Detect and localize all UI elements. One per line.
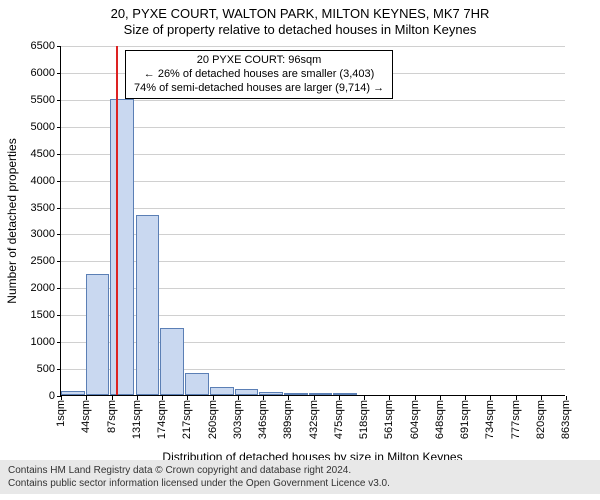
xtick-label: 217sqm xyxy=(181,400,193,439)
ytick-mark xyxy=(57,342,61,343)
ytick-label: 2500 xyxy=(31,255,55,267)
xtick-label: 648sqm xyxy=(434,400,446,439)
gridline xyxy=(61,127,565,128)
gridline xyxy=(61,181,565,182)
xtick-label: 518sqm xyxy=(358,400,370,439)
histogram-bar xyxy=(110,99,134,395)
ytick-label: 500 xyxy=(37,363,55,375)
ytick-label: 1500 xyxy=(31,309,55,321)
ytick-mark xyxy=(57,46,61,47)
histogram-bar xyxy=(210,387,234,395)
gridline xyxy=(61,100,565,101)
xtick-label: 691sqm xyxy=(459,400,471,439)
xtick-label: 346sqm xyxy=(257,400,269,439)
ytick-mark xyxy=(57,154,61,155)
ytick-label: 3500 xyxy=(31,202,55,214)
ytick-mark xyxy=(57,315,61,316)
histogram-bar xyxy=(185,373,209,395)
footer-attribution: Contains HM Land Registry data © Crown c… xyxy=(0,460,600,494)
ytick-mark xyxy=(57,100,61,101)
plot-area: 0500100015002000250030003500400045005000… xyxy=(60,46,565,396)
histogram-bar xyxy=(136,215,160,395)
ytick-mark xyxy=(57,181,61,182)
xtick-label: 1sqm xyxy=(55,400,67,427)
ytick-mark xyxy=(57,208,61,209)
ytick-label: 6000 xyxy=(31,67,55,79)
ytick-mark xyxy=(57,369,61,370)
xtick-label: 475sqm xyxy=(333,400,345,439)
xtick-label: 863sqm xyxy=(560,400,572,439)
ytick-label: 2000 xyxy=(31,282,55,294)
gridline xyxy=(61,208,565,209)
ytick-label: 5000 xyxy=(31,121,55,133)
chart-title-subtitle: Size of property relative to detached ho… xyxy=(0,22,600,37)
histogram-bar xyxy=(309,393,333,395)
gridline xyxy=(61,46,565,47)
xtick-label: 604sqm xyxy=(409,400,421,439)
xtick-label: 174sqm xyxy=(156,400,168,439)
xtick-label: 734sqm xyxy=(484,400,496,439)
xtick-label: 432sqm xyxy=(308,400,320,439)
histogram-bar xyxy=(259,392,283,395)
annotation-line-3: 74% of semi-detached houses are larger (… xyxy=(134,82,384,96)
footer-line-2: Contains public sector information licen… xyxy=(8,477,592,490)
ytick-label: 4000 xyxy=(31,175,55,187)
histogram-bar xyxy=(160,328,184,395)
ytick-mark xyxy=(57,288,61,289)
annotation-box: 20 PYXE COURT: 96sqm ← 26% of detached h… xyxy=(125,50,393,99)
xtick-label: 87sqm xyxy=(106,400,118,433)
ytick-label: 3000 xyxy=(31,228,55,240)
ytick-label: 1000 xyxy=(31,336,55,348)
ytick-mark xyxy=(57,73,61,74)
ytick-mark xyxy=(57,261,61,262)
histogram-bar xyxy=(333,393,357,395)
y-axis-label: Number of detached properties xyxy=(5,138,19,303)
ytick-label: 4500 xyxy=(31,148,55,160)
xtick-label: 260sqm xyxy=(207,400,219,439)
xtick-label: 131sqm xyxy=(131,400,143,439)
xtick-label: 389sqm xyxy=(282,400,294,439)
chart-title-address: 20, PYXE COURT, WALTON PARK, MILTON KEYN… xyxy=(0,6,600,21)
xtick-label: 561sqm xyxy=(383,400,395,439)
xtick-label: 303sqm xyxy=(232,400,244,439)
property-marker-line xyxy=(116,46,118,395)
ytick-label: 5500 xyxy=(31,94,55,106)
histogram-bar xyxy=(86,274,110,395)
xtick-label: 44sqm xyxy=(80,400,92,433)
ytick-label: 6500 xyxy=(31,40,55,52)
chart-title-block: 20, PYXE COURT, WALTON PARK, MILTON KEYN… xyxy=(0,0,600,37)
ytick-mark xyxy=(57,127,61,128)
chart-area: 0500100015002000250030003500400045005000… xyxy=(60,46,565,396)
histogram-bar xyxy=(235,389,259,395)
xtick-label: 777sqm xyxy=(510,400,522,439)
annotation-line-2: ← 26% of detached houses are smaller (3,… xyxy=(134,68,384,82)
annotation-line-1: 20 PYXE COURT: 96sqm xyxy=(134,54,384,68)
ytick-mark xyxy=(57,234,61,235)
histogram-bar xyxy=(61,391,85,395)
xtick-label: 820sqm xyxy=(535,400,547,439)
histogram-bar xyxy=(284,393,308,395)
footer-line-1: Contains HM Land Registry data © Crown c… xyxy=(8,464,592,477)
gridline xyxy=(61,154,565,155)
